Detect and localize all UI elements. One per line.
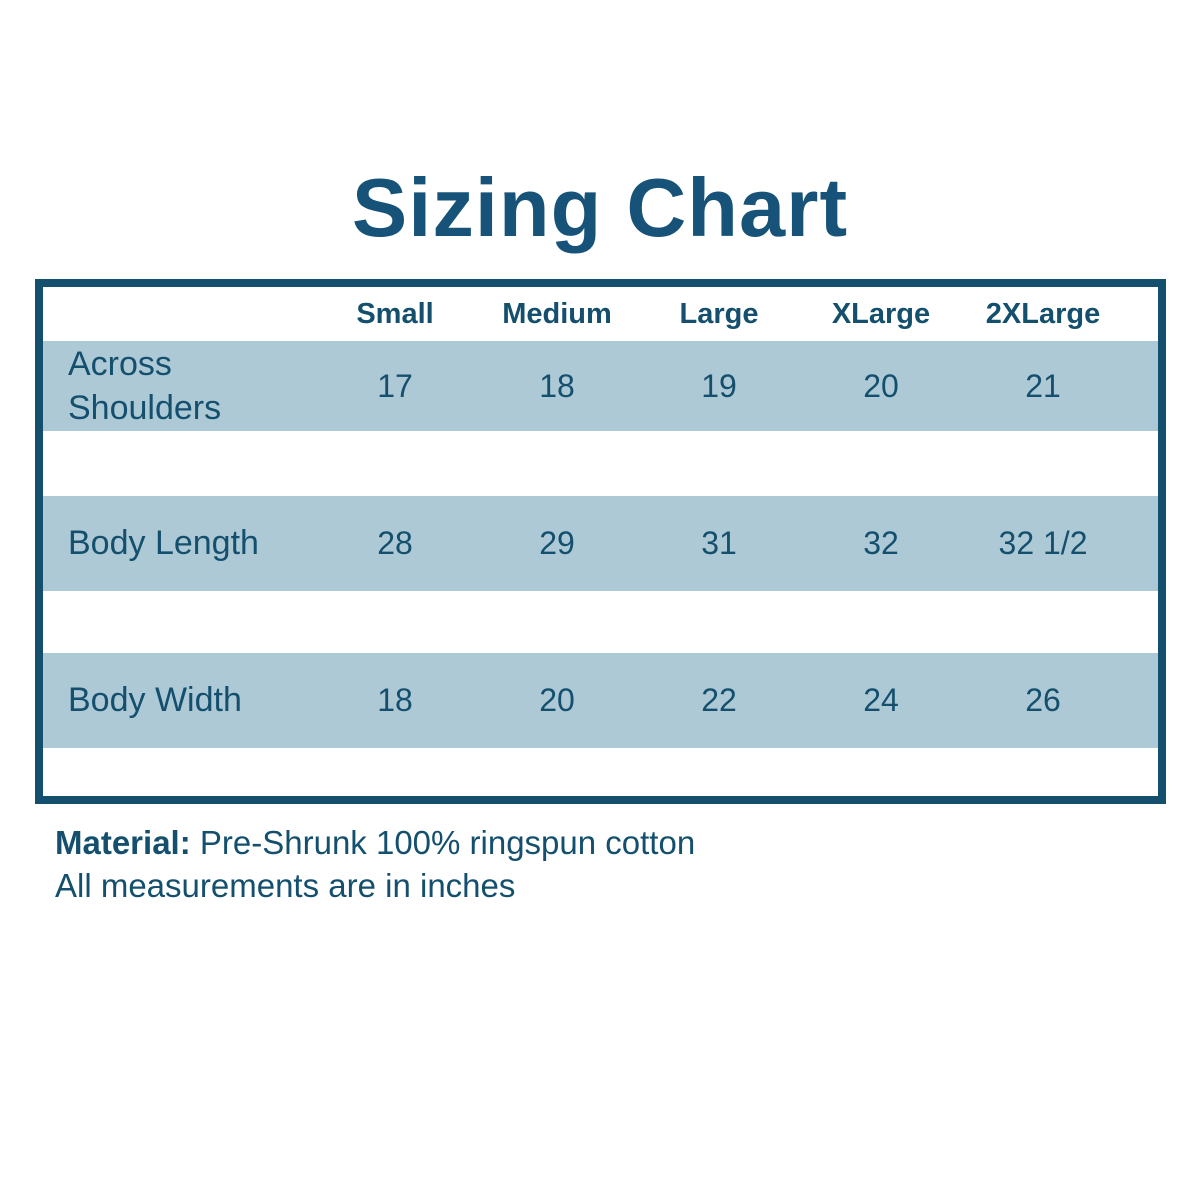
cell-value: 29: [539, 525, 575, 561]
cell-value: 32: [863, 525, 899, 561]
cell-value: 26: [1025, 682, 1061, 718]
cell-value: 31: [701, 525, 737, 561]
footer-notes: Material: Pre-Shrunk 100% ringspun cotto…: [55, 822, 1200, 908]
column-header-large: Large: [679, 297, 759, 330]
cell-value: 19: [701, 367, 737, 404]
column-header-2xlarge: 2XLarge: [985, 297, 1101, 330]
sizing-table: Small Medium Large XLarge 2XLarge Across…: [35, 279, 1166, 804]
cell-value: 22: [701, 682, 737, 718]
row-label: Body Width: [68, 681, 242, 720]
cell-value: 32 1/2: [998, 525, 1088, 561]
column-header-small: Small: [356, 297, 434, 330]
row-spacer: [43, 748, 1158, 796]
row-label: Body Length: [68, 524, 259, 563]
row-label: Across Shoulders: [68, 344, 222, 427]
cell-value: 20: [863, 367, 899, 404]
material-line: Material: Pre-Shrunk 100% ringspun cotto…: [55, 822, 1200, 865]
cell-value: 18: [539, 367, 575, 404]
cell-value: 18: [377, 682, 413, 718]
measurements-note: All measurements are in inches: [55, 866, 516, 904]
row-spacer: [43, 591, 1158, 653]
page-title: Sizing Chart: [351, 161, 849, 254]
material-label: Material:: [55, 824, 191, 861]
table-row-across-shoulders: Across Shoulders 17 18 19 20 21: [43, 341, 1158, 431]
table-row-body-length: Body Length 28 29 31 32 32 1/2: [43, 496, 1158, 591]
row-spacer: [43, 431, 1158, 496]
column-header-medium: Medium: [502, 297, 612, 330]
table-row-body-width: Body Width 18 20 22 24 26: [43, 653, 1158, 748]
size-header-row: Small Medium Large XLarge 2XLarge: [43, 287, 1158, 341]
cell-value: 28: [377, 525, 413, 561]
cell-value: 20: [539, 682, 575, 718]
cell-value: 17: [377, 367, 413, 404]
column-header-xlarge: XLarge: [831, 297, 931, 330]
material-value: Pre-Shrunk 100% ringspun cotton: [199, 824, 696, 861]
cell-value: 21: [1025, 367, 1061, 404]
cell-value: 24: [863, 682, 899, 718]
